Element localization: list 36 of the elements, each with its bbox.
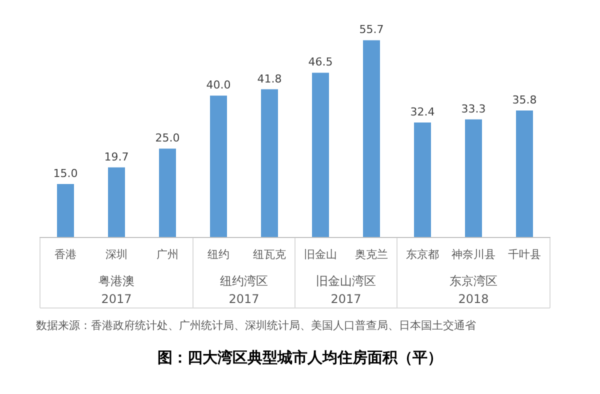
data-label: 19.7 [104,150,129,164]
x-tick-label: 奥克兰 [355,248,388,261]
text: 纽约湾区 2017 [220,274,268,306]
x-tick-label: 香港 [54,248,76,261]
data-label: 55.7 [359,23,384,36]
bar [465,119,482,237]
data-label: 25.0 [155,132,180,145]
bar [210,96,227,237]
text: 旧金山湾区 2017 [316,274,376,306]
text: 粤港澳 2017 [98,274,134,306]
data-label: 33.3 [461,102,486,116]
x-tick-label: 广州 [156,248,178,261]
bar [414,122,431,237]
bar [159,148,176,237]
data-label: 15.0 [53,167,78,180]
text: 东京湾区 2018 [450,274,498,306]
x-tick-label: 神奈川县 [452,248,496,261]
bar [261,89,278,237]
x-tick-label: 深圳 [106,248,128,261]
data-label: 35.8 [512,94,537,107]
x-tick-label: 东京都 [406,248,439,261]
x-tick-label: 千叶县 [508,248,541,261]
data-label: 41.8 [257,72,282,86]
x-tick-label: 旧金山 [304,248,337,261]
text: 图：四大湾区典型城市人均住房面积（平） [158,348,442,366]
bar [108,167,125,237]
bar [312,72,329,237]
bar [57,184,74,237]
data-label: 32.4 [410,106,435,119]
x-tick-label: 纽瓦克 [253,248,286,261]
data-label: 40.0 [206,78,231,92]
bar [363,40,380,237]
bar [516,110,533,237]
source-note: 数据来源：香港政府统计处、广州统计局、深圳统计局、美国人口普查局、日本国土交通省 [36,319,476,332]
data-label: 46.5 [308,56,333,69]
x-tick-label: 纽约 [208,248,230,261]
